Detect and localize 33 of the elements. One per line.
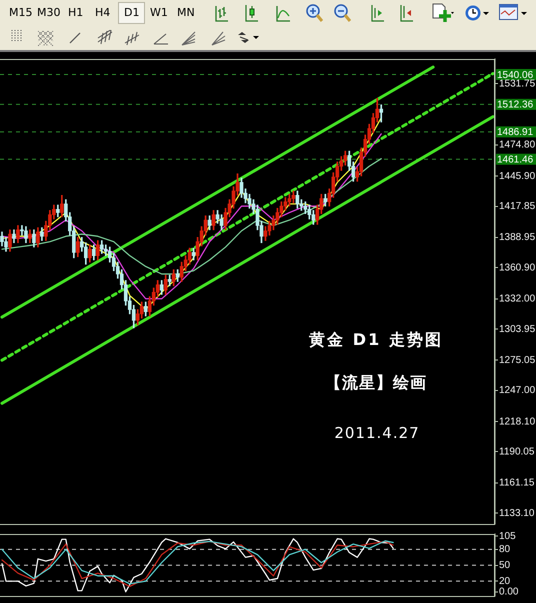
y-tick-label: 1388.95: [499, 232, 536, 244]
y-tick-label: 1332.00: [499, 294, 536, 305]
annotation: 2011.4.27: [334, 424, 420, 442]
ref-line-label: 1461.46: [497, 154, 534, 166]
text: MN: [177, 5, 195, 21]
y-tick-label: 1303.95: [499, 324, 536, 335]
text: H1: [68, 5, 84, 21]
text: D1: [118, 2, 146, 24]
y-tick-label: 1417.85: [499, 201, 536, 212]
y-tick-label: 50: [499, 560, 511, 572]
y-tick-label: 1247.00: [499, 385, 536, 396]
y-tick-label: 1474.80: [499, 140, 536, 151]
ref-line-label: 1540.06: [497, 70, 534, 81]
annotation: 【流星】绘画: [325, 373, 427, 394]
y-tick-label: 20: [499, 576, 511, 587]
text: W1: [150, 5, 168, 21]
y-tick-label: 1133.10: [499, 508, 535, 519]
y-tick-label: 1445.90: [499, 170, 536, 182]
y-tick-label: 1218.10: [499, 416, 536, 428]
ref-line-label: 1512.36: [497, 100, 534, 111]
y-tick-label: 1190.05: [499, 446, 535, 458]
y-tick-label: 1531.75: [499, 78, 536, 90]
y-tick-label: 1275.05: [499, 354, 536, 366]
y-tick-label: 0.00: [499, 586, 519, 598]
y-tick-label: 80: [499, 544, 511, 556]
text: H4: [95, 5, 110, 21]
ref-line-label: 1486.91: [497, 127, 534, 138]
text: M15: [9, 5, 32, 21]
y-tick-label: 1161.15: [499, 478, 535, 489]
annotation: 黄金 D1 走势图: [309, 330, 443, 351]
text: M30: [37, 5, 60, 21]
y-tick-label: 105: [499, 530, 516, 542]
y-tick-label: 1360.90: [499, 262, 536, 274]
